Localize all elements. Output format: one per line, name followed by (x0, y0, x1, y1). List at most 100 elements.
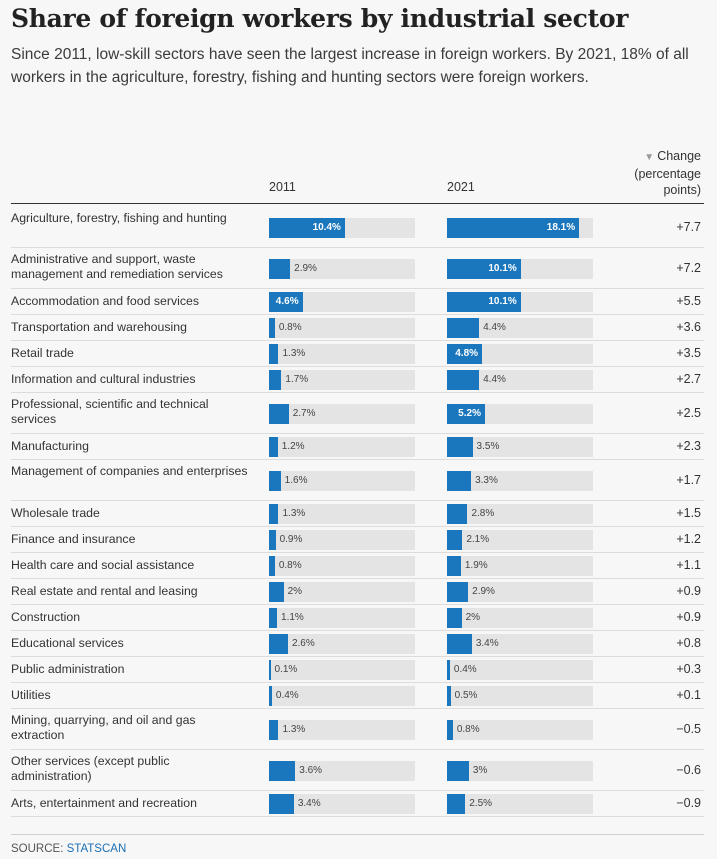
change-value: +2.3 (676, 439, 701, 453)
bar-track-2011: 1.3% (269, 504, 415, 524)
bar-track-2021: 2.5% (447, 794, 593, 814)
table-row: Manufacturing 1.2% 3.5% +2.3 (11, 433, 704, 460)
bar-value-label: 3.4% (297, 798, 321, 809)
bar-2021 (447, 660, 450, 680)
table-row: Management of companies and enterprises 1… (11, 459, 704, 501)
table-row: Retail trade 1.3% 4.8% +3.5 (11, 340, 704, 367)
sort-triangle-icon[interactable]: ▼ (644, 152, 655, 163)
bar-2021 (447, 344, 483, 364)
change-header-line2: (percentage (634, 167, 701, 181)
table-row: Other services (except public administra… (11, 749, 704, 791)
table-row: Real estate and rental and leasing 2% 2.9%… (11, 578, 704, 605)
source-note: SOURCE: STATSCAN (11, 843, 126, 855)
column-header-change[interactable]: ▼ Change (percentage points) (591, 148, 701, 198)
bar-value-label: 4.4% (483, 374, 506, 385)
bar-value-label: 1.6% (284, 475, 308, 486)
bar-2021 (447, 504, 468, 524)
bar-track-2021: 4.4% (447, 318, 593, 338)
bar-2011 (269, 582, 284, 602)
table-row: Finance and insurance 0.9% 2.1% +1.2 (11, 526, 704, 553)
change-value: +1.7 (676, 473, 701, 487)
bar-2011 (269, 471, 281, 491)
bar-value-label: 10.1% (488, 263, 517, 274)
bar-track-2011: 2.6% (269, 634, 415, 654)
bar-2021 (447, 634, 472, 654)
bar-track-2011: 1.2% (269, 437, 415, 457)
bar-2011 (269, 686, 272, 706)
bar-2011 (269, 259, 291, 279)
bar-track-2011: 0.8% (269, 556, 415, 576)
change-value: +2.5 (676, 406, 701, 420)
bar-track-2021: 5.2% (447, 404, 593, 424)
bar-track-2011: 2% (269, 582, 415, 602)
change-value: +0.9 (676, 610, 701, 624)
bar-value-label: 4.4% (483, 322, 506, 333)
bar-track-2011: 2.7% (269, 404, 415, 424)
bar-2021 (447, 794, 466, 814)
category-label: Manufacturing (11, 439, 89, 453)
bar-value-label: 1.9% (464, 560, 488, 571)
bar-track-2011: 1.6% (269, 471, 415, 491)
column-header-2021: 2021 (447, 180, 475, 194)
bar-track-2021: 3% (447, 761, 593, 781)
category-label: Public administration (11, 662, 125, 676)
bar-track-2011: 4.6% (269, 292, 415, 312)
change-value: +0.9 (676, 584, 701, 598)
bar-2011 (269, 530, 276, 550)
table-row: Accommodation and food services 4.6% 10.1%… (11, 288, 704, 315)
bar-track-2021: 2.1% (447, 530, 593, 550)
bar-2021 (447, 218, 580, 238)
bar-value-label: 2.8% (471, 508, 495, 519)
bar-value-label: 3.6% (299, 765, 323, 776)
category-label: Transportation and warehousing (11, 320, 187, 334)
bar-value-label: 10.4% (312, 222, 341, 233)
bar-value-label: 0.4% (453, 664, 477, 675)
category-label: Finance and insurance (11, 532, 136, 546)
bar-track-2011: 0.1% (269, 660, 415, 680)
table-row: Construction 1.1% 2% +0.9 (11, 604, 704, 631)
bar-value-label: 1.3% (282, 508, 306, 519)
bar-track-2021: 3.4% (447, 634, 593, 654)
bar-value-label: 3.5% (476, 441, 500, 452)
bar-value-label: 2.9% (472, 586, 495, 597)
bar-2021 (447, 720, 453, 740)
table-row: Health care and social assistance 0.8% 1.9… (11, 552, 704, 579)
change-value: +5.5 (676, 294, 701, 308)
change-value: −0.6 (676, 763, 701, 777)
bar-value-label: 1.7% (285, 374, 309, 385)
bar-2011 (269, 437, 278, 457)
category-label: Utilities (11, 688, 51, 702)
bar-track-2021: 2% (447, 608, 593, 628)
bar-2011 (269, 720, 279, 740)
bar-value-label: 2.6% (291, 638, 315, 649)
table-row: Agriculture, forestry, fishing and hunti… (11, 206, 704, 248)
change-value: +1.5 (676, 506, 701, 520)
bar-track-2011: 10.4% (269, 218, 415, 238)
bar-value-label: 2% (465, 612, 481, 623)
bar-2021 (447, 530, 463, 550)
bar-track-2021: 10.1% (447, 259, 593, 279)
table-row: Public administration 0.1% 0.4% +0.3 (11, 656, 704, 683)
bar-2011 (269, 761, 296, 781)
category-label: Mining, quarrying, and oil and gas extra… (11, 713, 196, 742)
bar-2021 (447, 686, 451, 706)
change-value: +0.8 (676, 636, 701, 650)
table-row: Professional, scientific and technical s… (11, 392, 704, 434)
table-row: Administrative and support, waste manage… (11, 247, 704, 289)
category-label: Professional, scientific and technical s… (11, 397, 209, 426)
bar-value-label: 1.3% (282, 348, 306, 359)
bar-value-label: 5.2% (458, 408, 481, 419)
source-link[interactable]: STATSCAN (66, 843, 127, 855)
category-label: Construction (11, 610, 81, 624)
bar-value-label: 3.4% (475, 638, 499, 649)
bar-2011 (269, 218, 345, 238)
bar-value-label: 2.5% (469, 798, 493, 809)
bar-track-2021: 4.4% (447, 370, 593, 390)
column-header-2011: 2011 (269, 180, 296, 194)
bar-value-label: 2.1% (466, 534, 490, 545)
category-label: Administrative and support, waste manage… (11, 252, 223, 281)
bar-2021 (447, 608, 462, 628)
bar-2021 (447, 404, 485, 424)
bar-2011 (269, 556, 275, 576)
